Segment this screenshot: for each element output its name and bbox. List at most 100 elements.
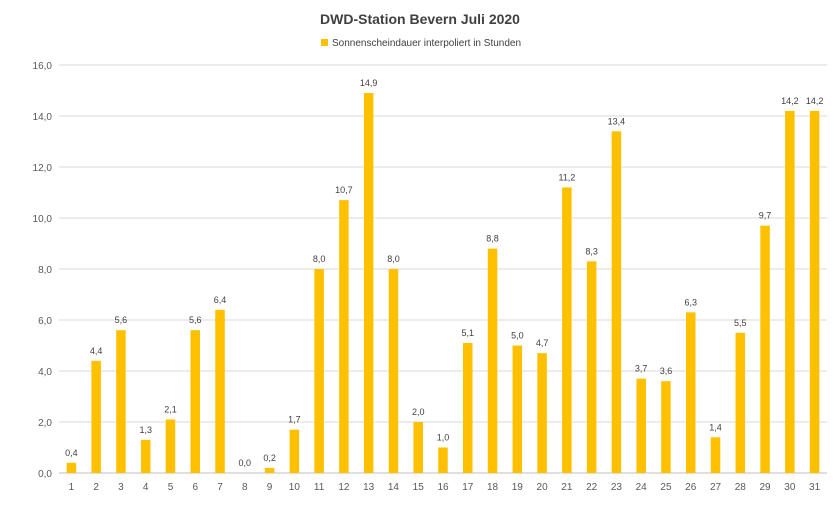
x-tick-label: 12 [338,482,350,493]
data-label: 8,0 [313,254,326,264]
data-label: 6,3 [684,297,697,307]
data-label: 4,7 [536,338,549,348]
bar-day-31 [809,110,820,474]
bar-day-5 [165,419,176,473]
y-tick-label: 4,0 [38,367,52,378]
data-label: 1,4 [709,422,722,432]
x-tick-label: 25 [660,482,672,493]
y-tick-label: 8,0 [38,265,52,276]
data-label: 14,9 [360,78,378,88]
data-label: 1,7 [288,415,301,425]
data-label: 6,4 [214,295,227,305]
y-tick-label: 16,0 [33,61,53,72]
data-label: 5,0 [511,331,524,341]
x-tick-label: 3 [118,482,124,493]
x-tick-label: 13 [363,482,375,493]
y-tick-label: 0,0 [38,469,52,480]
x-tick-label: 28 [735,482,747,493]
bar-day-21 [562,187,572,473]
data-label: 5,5 [734,318,747,328]
legend-swatch [321,39,328,46]
x-tick-label: 24 [636,482,648,493]
x-tick-label: 5 [168,482,174,493]
x-tick-label: 18 [487,482,499,493]
x-tick-label: 21 [561,482,573,493]
data-label: 3,6 [660,366,673,376]
legend-label: Sonnenscheindauer interpoliert in Stunde… [332,38,521,49]
data-label: 9,7 [759,211,772,221]
bar-day-7 [215,309,225,473]
bar-day-1 [66,462,77,473]
data-label: 2,1 [164,404,177,414]
data-label: 13,4 [608,116,626,126]
x-tick-label: 9 [267,482,273,493]
bar-day-25 [661,381,671,473]
bar-day-12 [339,200,349,473]
data-label: 2,0 [412,407,425,417]
bar-day-23 [611,131,622,474]
bar-day-19 [512,345,523,473]
x-tick-label: 8 [242,482,248,493]
x-tick-label: 27 [710,482,722,493]
x-tick-label: 1 [69,482,75,493]
data-label: 5,6 [189,315,202,325]
legend: Sonnenscheindauer interpoliert in Stunde… [321,38,521,49]
data-label: 4,4 [90,346,103,356]
data-label: 11,2 [558,172,575,182]
x-tick-label: 7 [217,482,223,493]
bar-day-16 [438,447,448,473]
data-label: 8,3 [585,246,598,256]
bar-day-14 [388,269,399,473]
bar-day-13 [363,93,374,474]
bar-day-18 [487,248,498,473]
data-label: 0,4 [65,448,78,458]
x-tick-label: 14 [388,482,400,493]
bar-day-27 [710,437,721,473]
data-label: 14,2 [781,96,799,106]
x-tick-label: 11 [314,482,325,493]
data-label: 8,0 [387,254,400,264]
bar-day-29 [760,225,770,473]
x-tick-label: 29 [760,482,772,493]
x-tick-label: 31 [809,482,821,493]
data-label: 1,0 [437,433,450,443]
data-label: 0,0 [239,458,252,468]
y-tick-label: 14,0 [33,112,53,123]
y-tick-label: 12,0 [33,163,53,174]
x-tick-label: 16 [437,482,449,493]
bar-day-20 [537,353,547,473]
x-tick-label: 19 [512,482,524,493]
data-label: 5,1 [462,328,475,338]
chart-title: DWD-Station Bevern Juli 2020 [320,11,520,27]
x-tick-label: 6 [192,482,198,493]
bar-day-17 [463,342,473,473]
y-tick-label: 6,0 [38,316,52,327]
x-tick-label: 2 [93,482,99,493]
x-tick-label: 23 [611,482,623,493]
bar-day-24 [636,378,646,473]
bar-day-10 [289,429,300,473]
y-tick-label: 2,0 [38,418,52,429]
x-tick-label: 10 [289,482,301,493]
x-tick-label: 4 [143,482,149,493]
x-tick-label: 20 [537,482,549,493]
x-tick-label: 26 [685,482,697,493]
x-tick-label: 15 [413,482,425,493]
bar-day-3 [116,330,126,473]
bar-day-4 [140,439,151,473]
bar-day-30 [785,110,795,474]
data-label: 3,7 [635,364,648,374]
bar-day-2 [91,360,101,473]
data-label: 1,3 [139,425,152,435]
bar-day-6 [190,330,201,473]
data-label: 8,8 [486,234,499,244]
bar-day-28 [735,332,746,473]
x-tick-label: 17 [462,482,474,493]
x-tick-label: 22 [586,482,598,493]
bar-day-11 [314,269,324,473]
y-tick-label: 10,0 [33,214,53,225]
data-label: 0,2 [263,453,276,463]
data-label: 5,6 [115,315,128,325]
